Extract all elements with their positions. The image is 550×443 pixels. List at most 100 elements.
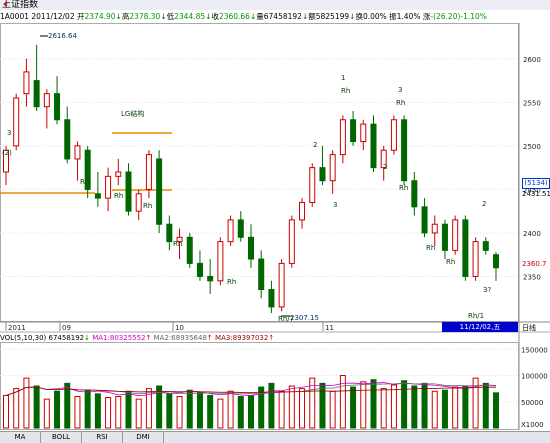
- volume-bar[interactable]: [350, 386, 357, 429]
- volume-bar[interactable]: [482, 382, 489, 429]
- volume-bar[interactable]: [411, 385, 418, 429]
- volume-bar[interactable]: [319, 382, 326, 429]
- volume-bar[interactable]: [431, 390, 438, 429]
- volume-bar[interactable]: [64, 382, 71, 429]
- period-label[interactable]: 日线: [522, 324, 536, 332]
- candle[interactable]: [401, 119, 408, 182]
- candle[interactable]: [115, 171, 122, 177]
- candle[interactable]: [237, 219, 244, 238]
- volume-bar[interactable]: [74, 396, 81, 429]
- candle[interactable]: [493, 254, 499, 269]
- candle[interactable]: [74, 145, 81, 160]
- volume-bar[interactable]: [43, 398, 50, 429]
- volume-bar[interactable]: [54, 390, 61, 429]
- volume-bar[interactable]: [299, 388, 306, 429]
- volume-bar[interactable]: [493, 392, 499, 429]
- window-controls-icon[interactable]: ✦: [2, 0, 9, 9]
- candle[interactable]: [145, 154, 152, 190]
- tab-rsi[interactable]: RSI: [82, 432, 123, 443]
- candle[interactable]: [186, 236, 193, 264]
- candle[interactable]: [84, 149, 91, 190]
- candle[interactable]: [54, 93, 61, 121]
- candle[interactable]: [64, 119, 71, 160]
- volume-bar[interactable]: [84, 389, 91, 429]
- candle[interactable]: [339, 119, 346, 156]
- volume-bar[interactable]: [462, 385, 469, 429]
- candle[interactable]: [411, 180, 418, 208]
- volume-bar[interactable]: [380, 388, 387, 429]
- volume-bar[interactable]: [196, 391, 203, 429]
- volume-bar[interactable]: [176, 396, 183, 429]
- candle[interactable]: [196, 262, 203, 277]
- volume-bar[interactable]: [288, 385, 295, 429]
- candle[interactable]: [278, 262, 285, 308]
- candle[interactable]: [380, 149, 387, 169]
- tab-dmi[interactable]: DMI: [123, 432, 164, 443]
- volume-bar[interactable]: [401, 380, 408, 429]
- volume-bar[interactable]: [309, 377, 316, 429]
- volume-bar[interactable]: [3, 394, 9, 429]
- candle[interactable]: [360, 123, 367, 143]
- volume-bar[interactable]: [472, 377, 479, 429]
- volume-bar[interactable]: [452, 386, 459, 429]
- volume-bar[interactable]: [360, 381, 367, 429]
- volume-bar[interactable]: [268, 382, 275, 429]
- candle[interactable]: [319, 167, 326, 182]
- candle[interactable]: [248, 236, 254, 260]
- candle[interactable]: [258, 258, 265, 291]
- candle[interactable]: [370, 123, 377, 169]
- candle[interactable]: [329, 154, 336, 182]
- candle[interactable]: [176, 236, 183, 243]
- volume-bar[interactable]: [278, 390, 285, 429]
- candle[interactable]: [431, 223, 438, 234]
- volume-bar[interactable]: [166, 393, 173, 429]
- candle[interactable]: [452, 219, 459, 251]
- candle[interactable]: [217, 241, 224, 282]
- candle[interactable]: [105, 175, 112, 199]
- volume-bar[interactable]: [248, 394, 254, 429]
- candle[interactable]: [227, 219, 234, 243]
- candle[interactable]: [462, 219, 469, 277]
- volume-bar[interactable]: [329, 390, 336, 429]
- volume-bar[interactable]: [94, 393, 101, 429]
- candle[interactable]: [156, 158, 163, 225]
- volume-bar[interactable]: [23, 377, 30, 429]
- candle[interactable]: [43, 93, 50, 108]
- candle[interactable]: [23, 71, 30, 95]
- volume-bar[interactable]: [145, 388, 152, 429]
- volume-bar[interactable]: [186, 389, 193, 429]
- candle[interactable]: [309, 167, 316, 203]
- candle[interactable]: [3, 149, 9, 173]
- candle[interactable]: [472, 241, 479, 277]
- volume-bar[interactable]: [125, 390, 132, 429]
- candle[interactable]: [441, 223, 448, 251]
- candle[interactable]: [421, 206, 428, 234]
- volume-bar[interactable]: [339, 375, 346, 429]
- volume-bar[interactable]: [258, 386, 265, 429]
- candle[interactable]: [125, 171, 132, 212]
- candle[interactable]: [166, 223, 173, 243]
- volume-bar[interactable]: [237, 396, 244, 429]
- volume-bar[interactable]: [217, 398, 224, 429]
- candle[interactable]: [13, 97, 20, 147]
- candle[interactable]: [288, 219, 295, 264]
- candle[interactable]: [207, 275, 214, 282]
- volume-bar[interactable]: [13, 388, 20, 429]
- volume-bar[interactable]: [370, 379, 377, 429]
- volume-bar[interactable]: [115, 396, 122, 429]
- volume-bar[interactable]: [105, 397, 112, 429]
- volume-bar[interactable]: [156, 385, 163, 429]
- candle[interactable]: [390, 119, 397, 151]
- volume-bar[interactable]: [33, 385, 40, 429]
- candle[interactable]: [350, 119, 357, 143]
- tab-ma[interactable]: MA: [0, 432, 41, 443]
- candle[interactable]: [33, 80, 40, 108]
- candle[interactable]: [135, 193, 142, 212]
- volume-bar[interactable]: [441, 389, 448, 429]
- candle[interactable]: [94, 193, 101, 199]
- candle[interactable]: [482, 241, 489, 251]
- candle[interactable]: [299, 201, 306, 221]
- volume-bar[interactable]: [135, 398, 142, 429]
- volume-bar[interactable]: [207, 394, 214, 429]
